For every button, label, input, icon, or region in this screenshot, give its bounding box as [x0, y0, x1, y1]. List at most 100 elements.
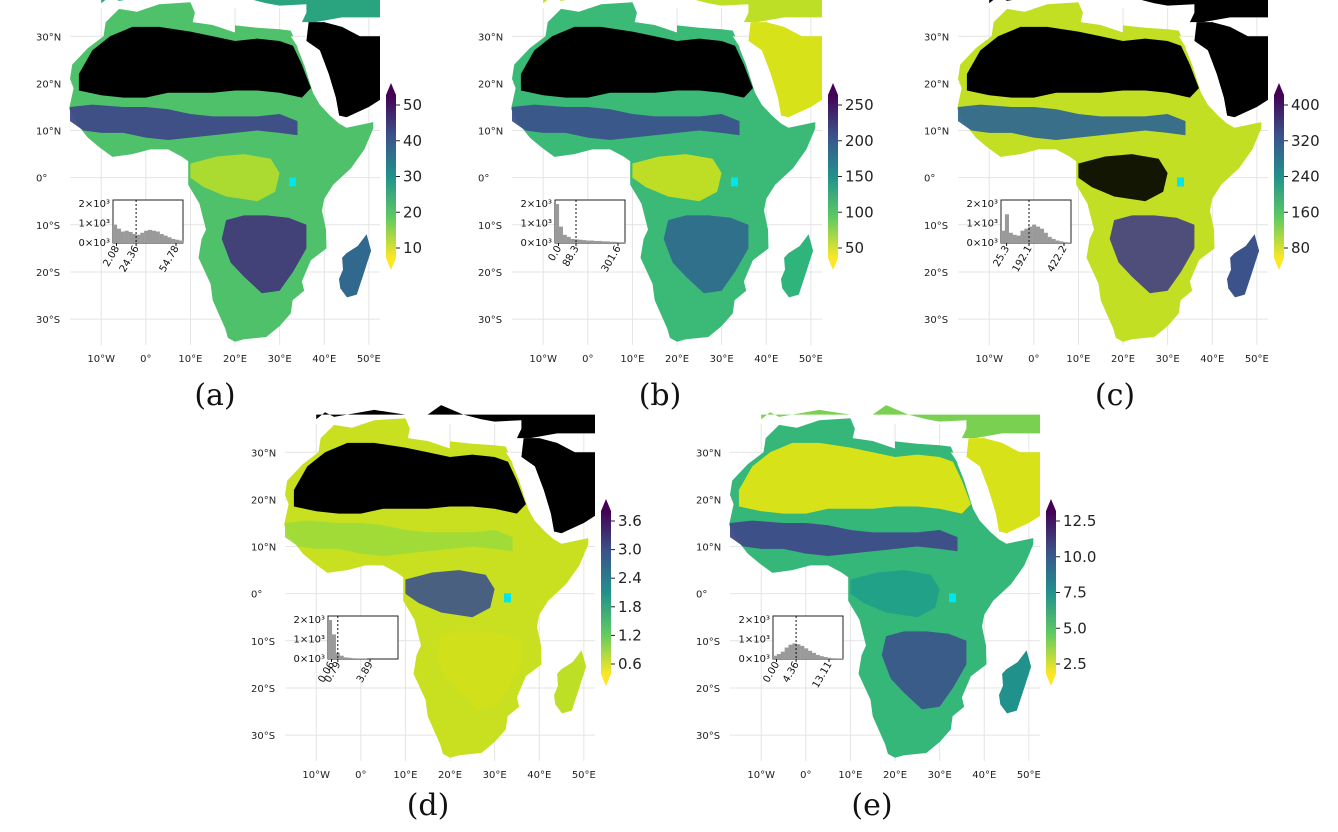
histogram-x-tick: 192.1	[1011, 244, 1035, 274]
land-raster	[511, 0, 822, 342]
latitude-tick-label: 20°N	[36, 79, 61, 90]
longitude-ticks: 10°W 0° 10°E 20°E 30°E 40°E 50°E	[87, 354, 380, 365]
longitude-tick-label: 0°	[1028, 354, 1039, 365]
latitude-tick-label: 0°	[478, 174, 489, 185]
latitude-tick-label: 0°	[696, 590, 707, 601]
histogram-bar	[148, 229, 153, 243]
latitude-tick-label: 10°S	[924, 221, 948, 232]
histogram-bar	[1001, 230, 1006, 243]
histogram-bar	[1008, 232, 1013, 243]
colorbar: 250 200 150 100 50	[828, 83, 874, 270]
colorbar: 50 40 30 20 10	[386, 83, 422, 270]
histogram-bar	[800, 645, 805, 659]
lake-victoria	[289, 177, 297, 187]
longitude-tick-label: 20°E	[223, 354, 247, 365]
histogram-bar	[116, 228, 121, 243]
madagascar-region	[554, 650, 587, 714]
caption-c: (c)	[1094, 378, 1136, 413]
lake-victoria	[949, 593, 957, 603]
arabia-region	[966, 438, 1040, 534]
colorbar-gradient	[601, 511, 611, 674]
histogram-bar	[179, 240, 184, 243]
histogram-bar	[827, 657, 832, 659]
madagascar-region	[1227, 234, 1260, 298]
histogram-y-tick: 0×10³	[967, 238, 998, 249]
madagascar-region	[339, 234, 372, 298]
histogram-bar	[811, 652, 816, 659]
latitude-tick-label: 30°N	[696, 448, 721, 459]
map-panel-b: 30°N 20°N 10°N 0° 10°S 20°S 30°S 10°W 0° 10°E 20°E…	[472, 0, 874, 380]
histogram-bar	[351, 658, 356, 659]
latitude-tick-label: 20°N	[251, 495, 276, 506]
longitude-tick-label: 10°E	[1066, 354, 1090, 365]
longitude-ticks: 10°W 0° 10°E 20°E 30°E 40°E 50°E	[302, 770, 595, 781]
colorbar-tick-label: 3.0	[618, 541, 642, 559]
longitude-tick-label: 10°W	[747, 770, 775, 781]
colorbar-tick-label: 2.4	[618, 569, 642, 587]
latitude-tick-label: 10°N	[251, 543, 276, 554]
histogram-bar	[558, 226, 563, 243]
arabia-region	[1194, 22, 1268, 118]
longitude-tick-label: 40°E	[1200, 354, 1224, 365]
histogram-y-tick: 0×10³	[79, 238, 110, 249]
colorbar-tick-label: 160	[1291, 203, 1320, 221]
madagascar-region	[781, 234, 814, 298]
longitude-tick-label: 30°E	[710, 354, 734, 365]
sahel-region	[730, 520, 958, 556]
histogram-y-tick: 1×10³	[294, 635, 325, 646]
histogram-y-tick: 2×10³	[294, 615, 325, 626]
colorbar-gradient	[828, 95, 838, 258]
histogram-bar	[335, 652, 340, 659]
histogram-bar	[124, 230, 129, 243]
caption-d: (d)	[406, 788, 450, 823]
longitude-tick-label: 0°	[355, 770, 366, 781]
histogram-bar	[582, 240, 587, 243]
congo-region	[1078, 154, 1168, 202]
latitude-tick-label: 10°N	[696, 543, 721, 554]
longitude-tick-label: 50°E	[1245, 354, 1269, 365]
latitude-tick-label: 30°S	[696, 731, 720, 742]
latitude-tick-label: 30°N	[36, 32, 61, 43]
colorbar: 3.6 3.0 2.4 1.8 1.2 0.6	[601, 499, 642, 686]
longitude-tick-label: 10°E	[838, 770, 862, 781]
histogram-y-tick: 2×10³	[967, 199, 998, 210]
colorbar-tick-label: 20	[403, 203, 422, 221]
histogram-bar	[601, 241, 606, 243]
histogram-x-tick: 301.6	[600, 244, 624, 274]
europe-region	[761, 405, 1040, 439]
histogram-bar	[1055, 240, 1060, 243]
histogram-bar	[1036, 226, 1041, 243]
map-figure-b: 30°N 20°N 10°N 0° 10°S 20°S 30°S 10°W 0° 10°E 20°E…	[478, 0, 874, 365]
histogram-bar	[1051, 238, 1056, 243]
arabia-region	[748, 22, 822, 118]
colorbar-gradient	[386, 95, 396, 258]
longitude-tick-label: 10°W	[87, 354, 115, 365]
sahel-region	[512, 104, 740, 140]
congo-region	[850, 570, 940, 618]
histogram-bar	[120, 231, 125, 243]
longitude-tick-label: 30°E	[1156, 354, 1180, 365]
histogram-x-tick: 24.36	[118, 244, 142, 274]
colorbar-max-arrow	[386, 83, 396, 95]
colorbar-max-arrow	[1046, 499, 1056, 511]
colorbar-min-arrow	[1274, 258, 1284, 270]
longitude-tick-label: 20°E	[438, 770, 462, 781]
histogram-bar	[331, 634, 336, 659]
longitude-tick-label: 20°E	[883, 770, 907, 781]
longitude-tick-label: 10°W	[529, 354, 557, 365]
histogram-bar	[605, 241, 610, 243]
histogram-y-tick: 1×10³	[521, 219, 552, 230]
europe-region	[101, 0, 380, 23]
longitude-tick-label: 40°E	[972, 770, 996, 781]
histogram-x-tick: 54.78	[158, 244, 182, 274]
histogram-y-tick: 0×10³	[739, 654, 770, 665]
colorbar-min-arrow	[386, 258, 396, 270]
histogram-bar	[140, 232, 145, 243]
histogram-x-tick: 422.2	[1046, 244, 1070, 274]
sahara-region	[966, 26, 1199, 98]
miombo-region	[221, 215, 307, 294]
colorbar-tick-label: 400	[1291, 96, 1320, 114]
longitude-tick-label: 30°E	[928, 770, 952, 781]
histogram-bar	[1059, 241, 1064, 243]
latitude-ticks: 30°N 20°N 10°N 0° 10°S 20°S 30°S	[251, 448, 276, 742]
